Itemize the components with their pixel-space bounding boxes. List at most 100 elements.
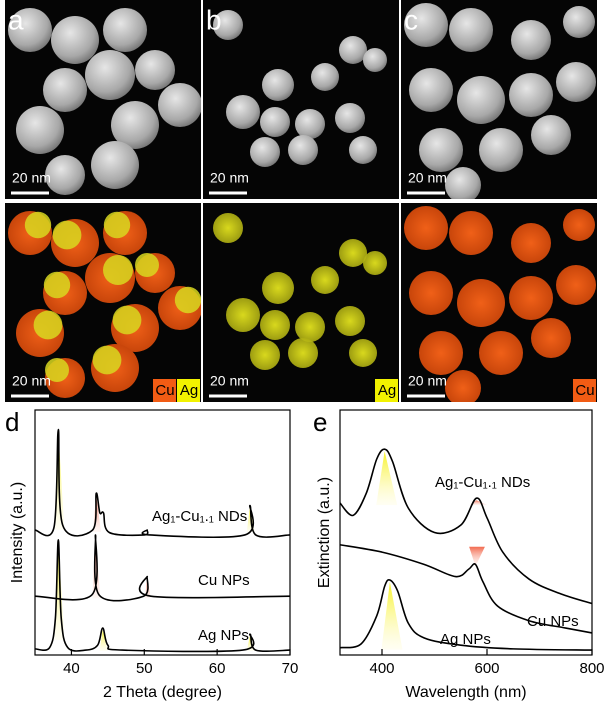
series-label: Ag NPs (440, 631, 491, 648)
ag-domain (45, 358, 69, 382)
particle (445, 167, 481, 199)
x-axis-label: Wavelength (nm) (405, 684, 526, 701)
particle (556, 265, 596, 305)
particle (556, 62, 596, 102)
particle (103, 8, 147, 52)
particle (51, 16, 99, 64)
micrograph: 20 nm Ag (203, 203, 399, 402)
peak-shading (469, 546, 485, 567)
peak-shading (99, 630, 108, 651)
particle (339, 239, 367, 267)
micrograph: 20 nm c (401, 0, 597, 199)
particle (213, 213, 243, 243)
image-content (5, 0, 201, 199)
particle (404, 3, 448, 47)
series-line (34, 539, 291, 653)
particle (419, 331, 463, 375)
particle (409, 271, 453, 315)
particle (449, 211, 493, 255)
series-label: Ag₁-Cu₁.₁ NDs (152, 508, 247, 525)
image-content (203, 203, 399, 402)
particle (509, 276, 553, 320)
element-tag-box (177, 379, 200, 402)
micrograph: 20 nm Ag Cu (5, 203, 201, 402)
panel-label: e (313, 407, 327, 437)
particle (449, 8, 493, 52)
scale-bar-label: 20 nm (12, 170, 51, 186)
panel-label: d (5, 407, 19, 437)
scale-bar-label: 20 nm (408, 170, 447, 186)
particle (260, 107, 290, 137)
particle (250, 137, 280, 167)
particle (295, 312, 325, 342)
peak-shading (381, 582, 403, 650)
x-tick-label: 400 (369, 660, 394, 677)
particle (288, 338, 318, 368)
ag-domain (174, 286, 201, 314)
micrograph: 20 nm a (5, 0, 201, 199)
microscopy-panels: 20 nm a 20 nm Ag Cu 20 nm b 20 nm Ag 20 nm c 20 nm C… (5, 0, 597, 402)
particle (8, 8, 52, 52)
element-tag-box (153, 379, 176, 402)
particle (295, 109, 325, 139)
particle (409, 68, 453, 112)
particle (262, 272, 294, 304)
element-tag-box (573, 379, 596, 402)
scale-bar-label: 20 nm (210, 170, 249, 186)
particle (457, 76, 505, 124)
y-axis-label: Intensity (a.u.) (9, 482, 26, 583)
x-tick-label: 60 (209, 660, 226, 677)
scale-bar-label: 20 nm (12, 373, 51, 389)
particle (457, 279, 505, 327)
y-axis-label: Extinction (a.u.) (316, 477, 333, 588)
x-tick-label: 70 (282, 660, 299, 677)
x-tick-label: 50 (136, 660, 153, 677)
series-line (339, 543, 593, 634)
particle (511, 20, 551, 60)
series-line (339, 579, 593, 651)
ag-domain (43, 271, 71, 299)
particle (531, 318, 571, 358)
particle (45, 155, 85, 195)
particle (511, 223, 551, 263)
ag-domain (103, 211, 131, 239)
particle (85, 50, 135, 100)
peak-shading (469, 500, 488, 506)
particle (349, 339, 377, 367)
peak-shading (376, 451, 398, 506)
particle (311, 63, 339, 91)
particle (404, 206, 448, 250)
particle (111, 101, 159, 149)
particle (563, 209, 595, 241)
image-content (401, 203, 597, 402)
particle (226, 298, 260, 332)
chart: 400 600 800 Wavelength (nm) Extinction (a.u.… (313, 407, 605, 701)
particle (43, 68, 87, 112)
series-line (34, 428, 291, 539)
scale-bar-label: 20 nm (408, 373, 447, 389)
particle (260, 310, 290, 340)
element-tag: Ag (180, 382, 198, 399)
element-tag-box (375, 379, 398, 402)
particle (16, 106, 64, 154)
ag-domain (33, 310, 63, 340)
charts: 40 50 60 70 2 Theta (degree) Intensity (a.u.)… (5, 407, 605, 701)
series-label: Cu NPs (527, 613, 579, 630)
element-tag: Cu (575, 382, 594, 399)
x-tick-label: 800 (579, 660, 604, 677)
series-label: Cu NPs (198, 572, 250, 589)
particle (363, 48, 387, 72)
particle (335, 103, 365, 133)
image-content (401, 0, 597, 199)
particle (262, 69, 294, 101)
ag-domain (103, 255, 133, 285)
micrograph: 20 nm b (203, 0, 399, 199)
chart: 40 50 60 70 2 Theta (degree) Intensity (a.u.)… (5, 407, 298, 701)
particle (226, 95, 260, 129)
particle (349, 136, 377, 164)
particle (445, 370, 481, 402)
ag-domain (112, 305, 142, 335)
particle (509, 73, 553, 117)
particle (335, 306, 365, 336)
